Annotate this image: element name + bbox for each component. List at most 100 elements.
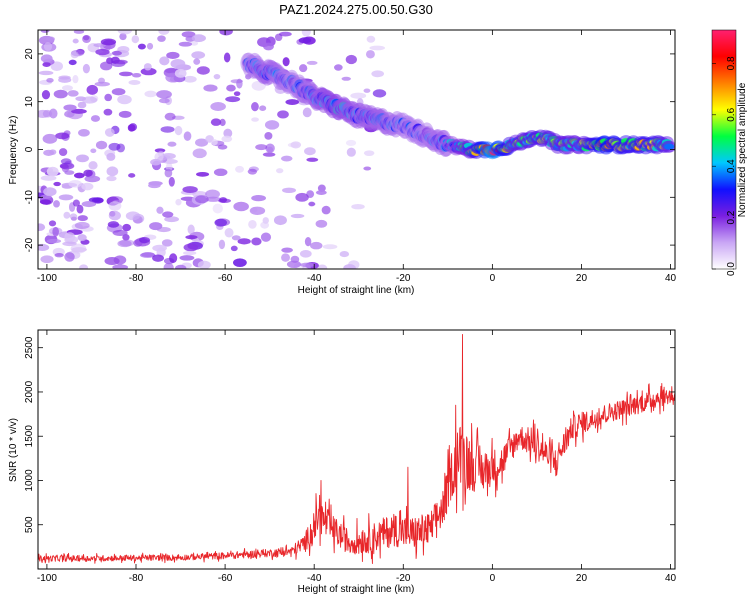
spectrogram-cell	[128, 80, 141, 85]
spectrogram-cell	[114, 59, 128, 65]
spectrogram-cell	[196, 171, 210, 177]
spectrogram-cell	[321, 205, 331, 215]
spectrogram-cell	[103, 108, 113, 116]
spectrogram-cell	[42, 62, 51, 67]
spectrogram-cell	[310, 241, 323, 250]
spectrogram-cell	[86, 84, 99, 95]
spectrogram-cell	[191, 34, 206, 43]
spectrogram-x-axis: -100 -80 -60 -40 -20 0 20 40	[37, 30, 677, 284]
spectrogram-cell	[298, 37, 312, 44]
x-tick-label: -60	[218, 573, 233, 584]
spectrogram-cell	[260, 221, 270, 229]
spectrogram-cell	[304, 147, 316, 156]
x-tick-label: -80	[129, 573, 144, 584]
x-tick-label: 20	[576, 273, 588, 284]
spectrogram-cell	[306, 60, 318, 65]
spectrogram-cell	[38, 223, 46, 232]
spectrogram-cell	[350, 92, 367, 99]
spectrogram-cell	[168, 176, 175, 187]
spectrogram-cell	[40, 30, 50, 33]
spectrogram-cell	[334, 64, 343, 71]
spectrogram-cell	[264, 120, 280, 130]
spectrogram-cell	[369, 45, 386, 51]
y-tick-label: 1000	[24, 469, 35, 492]
spectrogram-cell	[306, 157, 319, 162]
spectrogram-cell	[317, 184, 326, 193]
spectrogram-cell	[64, 232, 76, 242]
spectrogram-cell	[175, 264, 187, 269]
spectrogram-cell	[274, 33, 283, 42]
spectrogram-cell	[58, 75, 71, 80]
spectrogram-cell	[181, 31, 196, 38]
spectrogram-cell	[117, 94, 132, 105]
spectrogram-cell	[302, 107, 312, 118]
y-tick-label: 500	[24, 516, 35, 533]
spectrogram-cell	[82, 63, 90, 74]
spectrogram-cell	[72, 199, 80, 207]
spectrogram-cell	[213, 73, 221, 80]
spectrogram-cell	[182, 186, 198, 194]
spectrogram-cell	[68, 59, 77, 66]
spectrogram-cell	[128, 173, 136, 178]
spectrogram-cell	[107, 221, 120, 228]
spectrogram-cell	[127, 124, 136, 132]
spectrogram-cell	[164, 168, 173, 178]
spectrogram-y-axis: -20 -10 0 10 20	[24, 48, 675, 252]
snr-frame	[37, 329, 676, 570]
spectrogram-cell	[77, 234, 87, 242]
spectrogram-cell	[233, 201, 249, 212]
spectrogram-cell	[197, 260, 211, 269]
spectrogram-cell	[279, 31, 292, 37]
x-tick-label: 20	[576, 573, 588, 584]
spectrogram-cell	[187, 224, 195, 235]
spectrogram-cell	[69, 213, 78, 220]
spectrogram-cell	[175, 198, 182, 206]
spectrogram-cell	[219, 197, 228, 203]
spectrogram-cell	[63, 104, 77, 111]
x-tick-label: 40	[665, 573, 677, 584]
spectrogram-cell	[81, 182, 94, 191]
spectrogram-cell	[50, 61, 64, 72]
spectrogram-cell	[166, 51, 180, 59]
spectrogram-cell	[117, 240, 132, 248]
spectrogram-cell	[122, 223, 132, 232]
spectrogram-cell	[164, 216, 179, 223]
spectrogram-cell	[363, 88, 371, 93]
spectrogram-cell	[138, 237, 151, 244]
spectrogram-cell	[131, 72, 142, 78]
spectrogram-cell	[273, 215, 287, 226]
spectrogram-cell	[119, 71, 133, 77]
x-tick-label: -20	[396, 273, 411, 284]
spectrogram-cell	[205, 189, 220, 199]
spectrogram-cell	[90, 148, 97, 154]
spectrogram-cell	[223, 52, 231, 63]
spectrogram-heatmap	[38, 30, 675, 269]
spectrogram-cell	[162, 211, 174, 218]
y-tick-label: 0	[24, 146, 35, 152]
spectrogram-cell	[183, 251, 197, 256]
spectrogram-cell	[43, 187, 57, 197]
spectrogram-cell	[139, 252, 156, 258]
spectrogram-cell	[112, 264, 129, 269]
spectrogram-cell	[315, 219, 328, 228]
spectrogram-cell	[100, 38, 117, 46]
spectrogram-cell	[277, 110, 289, 119]
y-tick-label: 1500	[24, 425, 35, 448]
spectrogram-cell	[193, 58, 201, 65]
spectrogram-cell	[163, 262, 174, 269]
spectrogram-cell	[119, 32, 127, 41]
spectrogram-cell	[304, 237, 312, 247]
spectrogram-cell	[163, 257, 175, 265]
spectrogram-cell	[219, 118, 226, 127]
spectrogram-cell	[301, 30, 311, 37]
spectrogram-cell	[79, 264, 88, 269]
spectrogram-cell	[122, 233, 130, 241]
spectrogram-cell	[183, 243, 199, 252]
spectrogram-cell	[82, 35, 90, 41]
spectrogram-cell	[68, 179, 83, 188]
spectrogram-cell	[104, 128, 115, 137]
spectrogram-cell	[317, 264, 328, 269]
colorbar-ticks: 0.0 0.2 0.4 0.6 0.8	[712, 56, 737, 276]
spectrogram-cell	[152, 254, 164, 262]
y-tick-label: -10	[24, 190, 35, 205]
